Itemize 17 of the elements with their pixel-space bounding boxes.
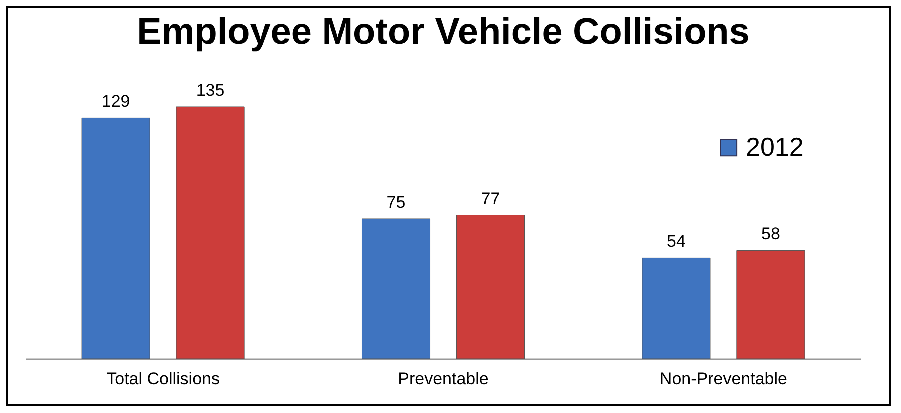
data-label: 77 xyxy=(481,189,500,208)
legend-label: 2012 xyxy=(746,132,804,162)
bar xyxy=(82,118,150,360)
chart-title: Employee Motor Vehicle Collisions xyxy=(137,11,750,52)
bar xyxy=(642,258,711,360)
data-label: 75 xyxy=(386,193,406,212)
data-label: 129 xyxy=(102,92,130,112)
data-label: 54 xyxy=(666,232,686,252)
bar xyxy=(456,215,526,360)
x-tick-label: Non-Preventable xyxy=(660,370,788,388)
data-label: 135 xyxy=(196,81,225,100)
bar xyxy=(362,218,431,360)
data-label: 58 xyxy=(761,224,780,244)
x-tick-label: Preventable xyxy=(398,370,489,388)
x-tick-label: Total Collisions xyxy=(106,370,220,388)
bar xyxy=(736,250,806,360)
bar xyxy=(176,106,245,360)
